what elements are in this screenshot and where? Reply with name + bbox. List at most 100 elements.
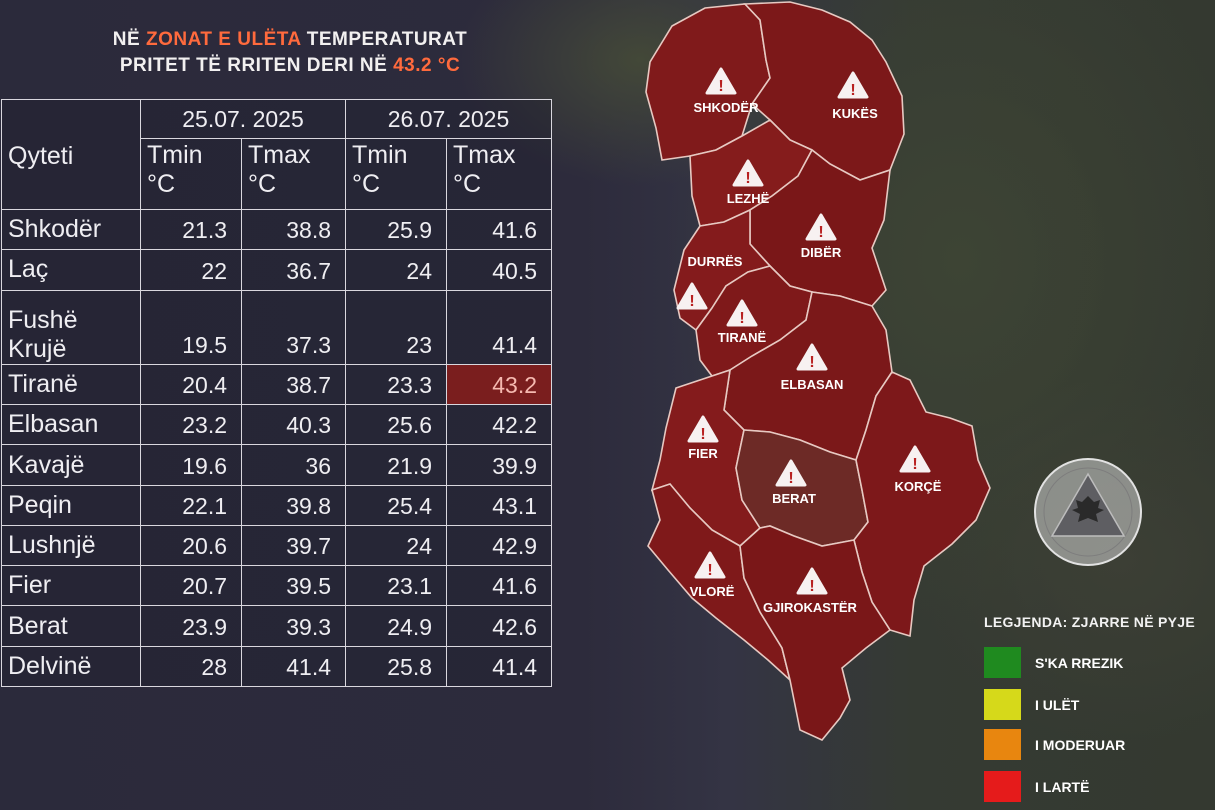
legend-swatch: [984, 689, 1021, 720]
tmin-cell: 23.2: [140, 404, 242, 446]
legend-label: S'KA RREZIK: [1035, 654, 1124, 671]
city-name-cell: Laç: [1, 249, 141, 291]
warning-triangle-icon: !: [694, 551, 726, 579]
tmin-cell: 25.8: [345, 645, 448, 688]
legend-swatch: [984, 729, 1021, 760]
tmin-cell: 23.1: [345, 565, 448, 607]
svg-text:!: !: [689, 293, 694, 310]
legend-swatch: [984, 771, 1021, 802]
tmin-cell: 23.3: [345, 363, 448, 406]
region-label-elbasan: ELBASAN: [781, 377, 844, 392]
svg-text:!: !: [850, 82, 855, 99]
tmin-cell: 25.6: [345, 404, 448, 446]
tmax-cell: 42.6: [446, 605, 553, 647]
tmax-cell: 41.4: [240, 645, 347, 688]
table-row: Berat 23.9 39.3 24.9 42.6: [1, 605, 553, 647]
table-row: Fushë Krujë 19.5 37.3 23 41.4: [1, 289, 553, 365]
region-label-shkoder: SHKODËR: [693, 100, 759, 115]
date-header-2: 26.07. 2025: [345, 99, 553, 139]
svg-text:!: !: [818, 224, 823, 241]
region-label-berat: BERAT: [772, 491, 816, 506]
warning-triangle-icon: !: [732, 159, 764, 187]
tmax-cell: 39.5: [240, 565, 347, 607]
region-gjirokaster: [739, 525, 892, 741]
tmin-cell: 28: [140, 645, 242, 688]
city-name-cell: Peqin: [1, 484, 141, 526]
tmin-cell: 20.7: [140, 565, 242, 607]
legend-item: S'KA RREZIK: [984, 647, 1123, 678]
region-label-vlore: VLORË: [690, 584, 735, 599]
tmin-cell: 24.9: [345, 605, 448, 647]
svg-text:!: !: [912, 456, 917, 473]
tmin-header: Tmin °C: [345, 138, 448, 210]
warning-triangle-icon: !: [687, 415, 719, 443]
table-row: Elbasan 23.2 40.3 25.6 42.2: [1, 404, 553, 446]
region-label-kukes: KUKËS: [832, 106, 878, 121]
warning-triangle-icon: !: [899, 445, 931, 473]
tmin-cell: 20.6: [140, 524, 242, 567]
headline-line-1: NË ZONAT E ULËTA TEMPERATURAT: [112, 29, 468, 50]
city-name-cell: Tiranë: [1, 363, 141, 406]
legend-item: I LARTË: [984, 771, 1089, 802]
tmax-cell: 36.7: [240, 249, 347, 291]
tmin-cell: 24: [345, 249, 448, 291]
svg-text:!: !: [809, 578, 814, 595]
tmin-cell: 25.4: [345, 484, 448, 526]
tmax-cell: 40.5: [446, 249, 553, 291]
legend-item: I MODERUAR: [984, 729, 1125, 760]
tmin-cell: 24: [345, 524, 448, 567]
svg-text:!: !: [788, 470, 793, 487]
tmin-header: Tmin °C: [140, 138, 242, 210]
city-name-cell: Berat: [1, 605, 141, 647]
table-row: Tiranë 20.4 38.7 23.3 43.2: [1, 363, 553, 406]
warning-triangle-icon: !: [805, 213, 837, 241]
legend-label: I LARTË: [1035, 778, 1090, 795]
warning-triangle-icon: !: [796, 567, 828, 595]
tmax-cell: 41.4: [446, 289, 553, 365]
tmax-cell: 38.8: [240, 208, 347, 251]
albania-map: ! SHKODËR! KUKËS! LEZHË! DIBËR DURRËS! TIRANË!…: [645, 1, 991, 741]
tmin-cell: 22.1: [140, 484, 242, 526]
warning-triangle-icon: !: [796, 343, 828, 371]
svg-text:!: !: [700, 426, 705, 443]
tmin-cell: 25.9: [345, 208, 448, 251]
tmin-cell: 19.5: [140, 289, 242, 365]
tmax-cell: 43.2: [446, 363, 553, 406]
table-row: Peqin 22.1 39.8 25.4 43.1: [1, 484, 553, 526]
svg-text:!: !: [809, 354, 814, 371]
tmin-cell: 21.3: [140, 208, 242, 251]
tmin-cell: 23.9: [140, 605, 242, 647]
tmin-cell: 21.9: [345, 444, 448, 486]
city-column-header: Qyteti: [1, 99, 141, 210]
headline-line-2: PRITET TË RRITEN DERI NË 43.2 °C: [119, 55, 461, 76]
table-row: Shkodër 21.3 38.8 25.9 41.6: [1, 208, 553, 251]
region-korce: [853, 370, 991, 638]
legend-label: I MODERUAR: [1035, 736, 1126, 753]
tmax-cell: 42.9: [446, 524, 553, 567]
city-name-cell: Fushë Krujë: [1, 289, 141, 365]
city-name-cell: Shkodër: [1, 208, 141, 251]
warning-triangle-icon: !: [726, 299, 758, 327]
warning-triangle-icon: !: [676, 282, 708, 310]
city-name-cell: Lushnjë: [1, 524, 141, 567]
city-name-cell: Fier: [1, 565, 141, 607]
svg-text:!: !: [718, 78, 723, 95]
table-row: Fier 20.7 39.5 23.1 41.6: [1, 565, 553, 607]
legend-swatch: [984, 647, 1021, 678]
table-row: Laç 22 36.7 24 40.5: [1, 249, 553, 291]
region-label-diber: DIBËR: [801, 245, 842, 260]
tmax-cell: 39.8: [240, 484, 347, 526]
legend-title: LEGJENDA: ZJARRE NË PYJE: [984, 614, 1196, 630]
table-row: Lushnjë 20.6 39.7 24 42.9: [1, 524, 553, 567]
svg-text:!: !: [745, 170, 750, 187]
table-row: Kavajë 19.6 36 21.9 39.9: [1, 444, 553, 486]
tmax-cell: 38.7: [240, 363, 347, 406]
tmax-cell: 39.7: [240, 524, 347, 567]
tmin-cell: 23: [345, 289, 448, 365]
region-label-lezhe: LEZHË: [727, 191, 770, 206]
date-header-1: 25.07. 2025: [139, 99, 347, 139]
tmax-cell: 41.6: [446, 208, 553, 251]
tmax-cell: 37.3: [240, 289, 347, 365]
tmax-cell: 39.9: [446, 444, 553, 486]
legend-label: I ULËT: [1035, 696, 1080, 713]
